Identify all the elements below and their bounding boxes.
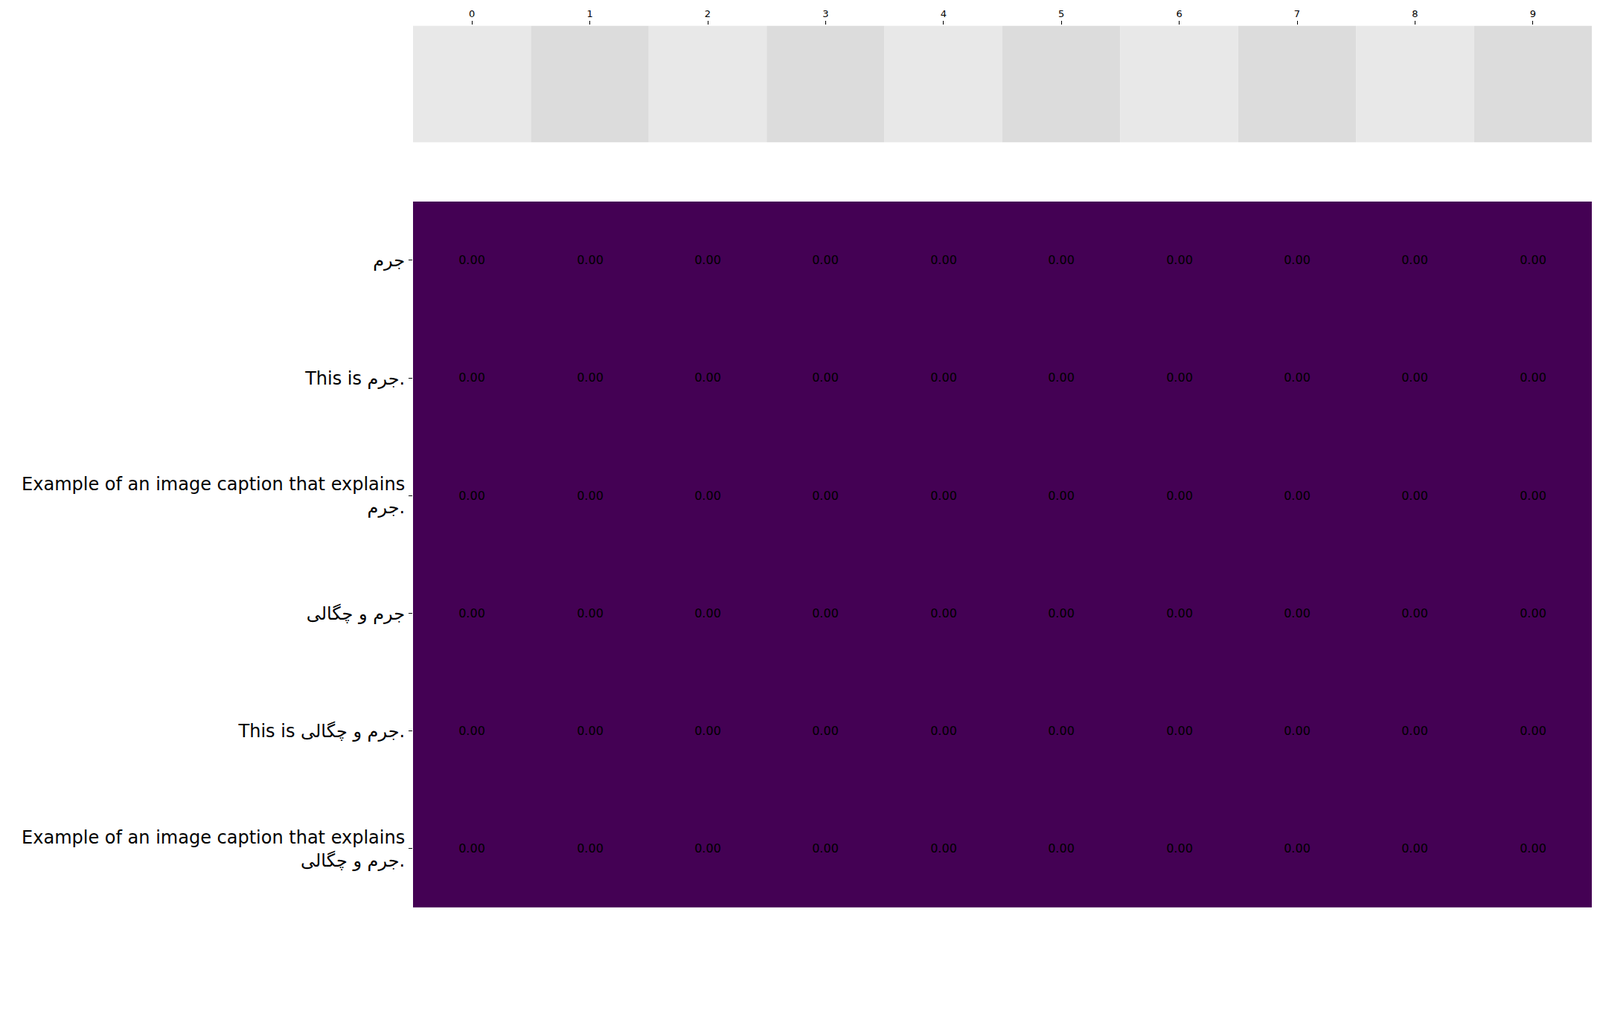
svg-text:0.00: 0.00 [1283,606,1311,621]
svg-text:1: 1 [586,8,593,20]
svg-text:0.00: 0.00 [576,370,604,385]
svg-text:0.00: 0.00 [1519,606,1547,621]
svg-text:5: 5 [1058,8,1065,20]
svg-text:0.00: 0.00 [458,724,486,739]
svg-text:0.00: 0.00 [930,253,958,268]
svg-text:0.00: 0.00 [930,724,958,739]
svg-text:0.00: 0.00 [1047,606,1075,621]
svg-text:0.00: 0.00 [1401,724,1429,739]
svg-text:6: 6 [1175,8,1182,20]
svg-text:2: 2 [704,8,711,20]
svg-text:0.00: 0.00 [1047,253,1075,268]
svg-text:4: 4 [940,8,947,20]
svg-text:0.00: 0.00 [576,606,604,621]
svg-text:0.00: 0.00 [930,370,958,385]
svg-text:0.00: 0.00 [1519,841,1547,856]
svg-text:8: 8 [1411,8,1418,20]
svg-text:0.00: 0.00 [1166,253,1193,268]
svg-text:0.00: 0.00 [1283,253,1311,268]
svg-text:3: 3 [822,8,829,20]
svg-text:0.00: 0.00 [930,488,958,504]
svg-text:0.00: 0.00 [1519,488,1547,504]
svg-text:0.00: 0.00 [1401,488,1429,504]
svg-text:0.00: 0.00 [811,370,839,385]
svg-text:0.00: 0.00 [1166,841,1193,856]
svg-text:جرم و چگالی: جرم و چگالی [306,603,406,625]
svg-text:0.00: 0.00 [694,370,722,385]
svg-text:0.00: 0.00 [1166,370,1193,385]
svg-text:0.00: 0.00 [576,841,604,856]
svg-text:0.00: 0.00 [1401,253,1429,268]
svg-text:0.00: 0.00 [1283,841,1311,856]
svg-text:0.00: 0.00 [1166,488,1193,504]
svg-text:0.00: 0.00 [1166,724,1193,739]
svg-text:0.00: 0.00 [811,253,839,268]
svg-text:This is جرم و چگالی.: This is جرم و چگالی. [238,721,406,742]
svg-text:0.00: 0.00 [458,606,486,621]
svg-text:0.00: 0.00 [1283,488,1311,504]
svg-text:0.00: 0.00 [1166,606,1193,621]
svg-text:7: 7 [1294,8,1301,20]
svg-text:9: 9 [1530,8,1536,20]
svg-text:0.00: 0.00 [1519,370,1547,385]
svg-text:0.00: 0.00 [694,253,722,268]
svg-text:0.00: 0.00 [694,606,722,621]
svg-text:0: 0 [468,8,475,20]
svg-text:0.00: 0.00 [576,488,604,504]
svg-text:0.00: 0.00 [1047,841,1075,856]
svg-text:This is جرم.: This is جرم. [304,368,405,390]
svg-text:0.00: 0.00 [1047,370,1075,385]
svg-text:Example of an image caption th: Example of an image caption that explain… [21,474,405,518]
svg-text:0.00: 0.00 [811,488,839,504]
svg-text:0.00: 0.00 [930,606,958,621]
svg-text:0.00: 0.00 [694,724,722,739]
svg-text:0.00: 0.00 [1283,370,1311,385]
svg-text:0.00: 0.00 [694,841,722,856]
svg-text:0.00: 0.00 [811,606,839,621]
svg-text:0.00: 0.00 [1283,724,1311,739]
svg-text:0.00: 0.00 [576,724,604,739]
svg-text:0.00: 0.00 [694,488,722,504]
svg-text:0.00: 0.00 [1401,606,1429,621]
svg-text:0.00: 0.00 [811,841,839,856]
svg-text:0.00: 0.00 [1047,488,1075,504]
svg-text:0.00: 0.00 [1519,253,1547,268]
svg-text:0.00: 0.00 [811,724,839,739]
svg-text:0.00: 0.00 [576,253,604,268]
svg-text:0.00: 0.00 [930,841,958,856]
svg-text:Example of an image caption th: Example of an image caption that explain… [21,827,405,872]
svg-text:0.00: 0.00 [1047,724,1075,739]
svg-text:جرم: جرم [372,250,405,271]
svg-text:0.00: 0.00 [458,370,486,385]
svg-text:0.00: 0.00 [458,488,486,504]
svg-text:0.00: 0.00 [458,253,486,268]
svg-text:0.00: 0.00 [1519,724,1547,739]
svg-text:0.00: 0.00 [458,841,486,856]
svg-text:0.00: 0.00 [1401,370,1429,385]
svg-text:0.00: 0.00 [1401,841,1429,856]
